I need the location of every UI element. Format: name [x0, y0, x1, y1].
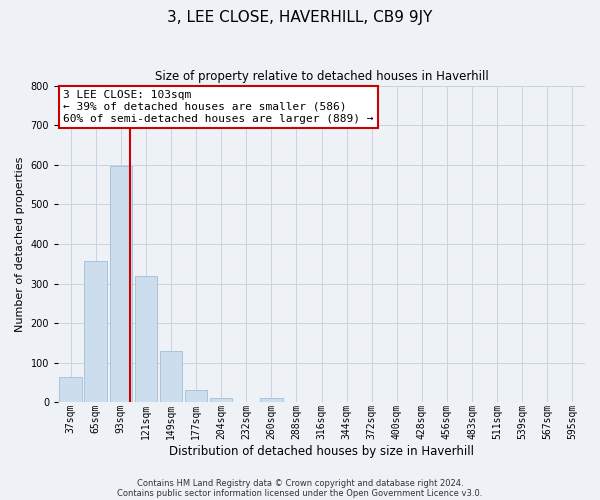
Text: 3, LEE CLOSE, HAVERHILL, CB9 9JY: 3, LEE CLOSE, HAVERHILL, CB9 9JY — [167, 10, 433, 25]
Bar — [85, 260, 107, 402]
Y-axis label: Number of detached properties: Number of detached properties — [15, 156, 25, 332]
Text: 3 LEE CLOSE: 103sqm
← 39% of detached houses are smaller (586)
60% of semi-detac: 3 LEE CLOSE: 103sqm ← 39% of detached ho… — [64, 90, 374, 124]
Bar — [160, 351, 182, 403]
Title: Size of property relative to detached houses in Haverhill: Size of property relative to detached ho… — [155, 70, 488, 83]
Text: Contains HM Land Registry data © Crown copyright and database right 2024.: Contains HM Land Registry data © Crown c… — [137, 478, 463, 488]
Bar — [59, 376, 82, 402]
Bar — [134, 276, 157, 402]
Bar — [185, 390, 208, 402]
Bar — [260, 398, 283, 402]
Bar — [110, 166, 132, 402]
Bar — [210, 398, 232, 402]
Text: Contains public sector information licensed under the Open Government Licence v3: Contains public sector information licen… — [118, 488, 482, 498]
X-axis label: Distribution of detached houses by size in Haverhill: Distribution of detached houses by size … — [169, 444, 474, 458]
